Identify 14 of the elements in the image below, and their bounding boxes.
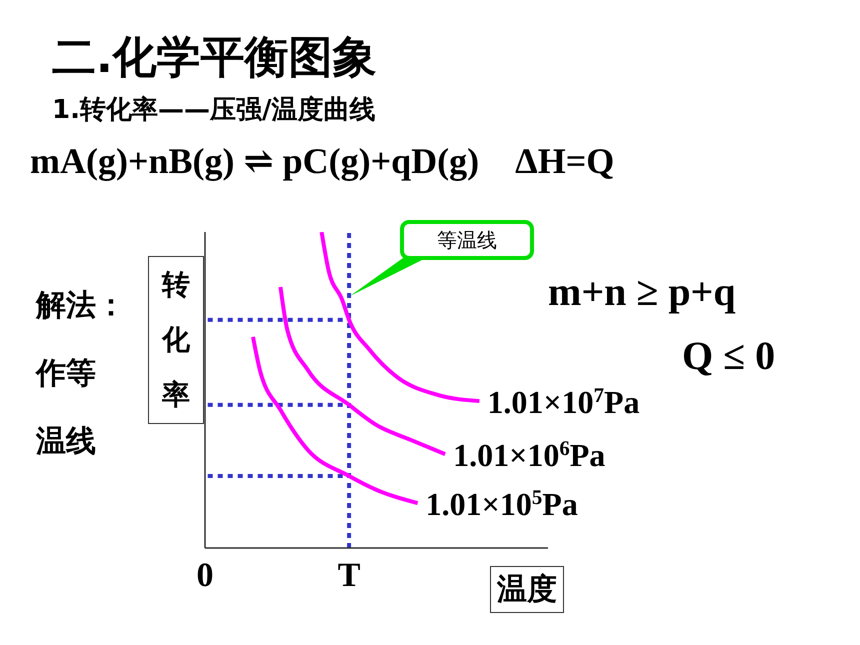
text: Q ≤ 0 xyxy=(682,332,776,379)
x-tick-label: T xyxy=(338,557,361,594)
series-label: 1.01×10$^{5}$Pa xyxy=(426,486,578,522)
text: 解法：作等温线 xyxy=(36,287,126,461)
x-axis-title: 温度 xyxy=(490,566,564,613)
series-label: 1.01×10$^{6}$Pa xyxy=(453,436,606,474)
chart-subtitle: 1.转化率——压强/温度曲线 xyxy=(52,94,376,127)
annotation: 等温线 xyxy=(437,228,497,252)
x-tick-label: 0 xyxy=(196,557,214,594)
y-axis-title: 转化率 xyxy=(162,266,190,414)
annotation: m+n ≥ p+q xyxy=(548,268,736,315)
text: mA(g)+nB(g) ⇌ pC(g)+qD(g) ΔH=Q xyxy=(30,140,614,182)
chart-title: 二.化学平衡图象 xyxy=(52,31,377,85)
series-label: 1.01×10$^{7}$Pa xyxy=(487,384,640,420)
